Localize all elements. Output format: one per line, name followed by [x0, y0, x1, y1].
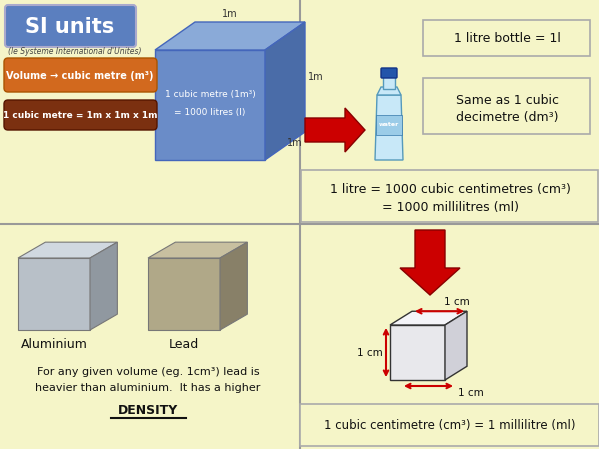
Polygon shape — [375, 95, 403, 160]
Polygon shape — [155, 50, 265, 160]
Polygon shape — [265, 22, 305, 160]
FancyBboxPatch shape — [300, 404, 599, 446]
Text: 1m: 1m — [308, 72, 323, 82]
Polygon shape — [148, 258, 220, 330]
Text: decimetre (dm³): decimetre (dm³) — [456, 111, 558, 124]
Polygon shape — [305, 108, 365, 152]
Text: SI units: SI units — [25, 17, 114, 37]
FancyBboxPatch shape — [301, 170, 598, 222]
FancyBboxPatch shape — [381, 68, 397, 78]
Text: = 1000 millilitres (ml): = 1000 millilitres (ml) — [382, 202, 519, 215]
Text: 1 cm: 1 cm — [443, 297, 469, 307]
Text: 1m: 1m — [287, 138, 302, 148]
Text: 1 litre = 1000 cubic centimetres (cm³): 1 litre = 1000 cubic centimetres (cm³) — [329, 184, 570, 197]
Polygon shape — [148, 242, 247, 258]
Text: 1m: 1m — [222, 9, 238, 19]
FancyBboxPatch shape — [376, 115, 402, 135]
Text: For any given volume (eg. 1cm³) lead is: For any given volume (eg. 1cm³) lead is — [37, 367, 259, 377]
FancyBboxPatch shape — [383, 75, 395, 89]
FancyBboxPatch shape — [4, 58, 157, 92]
Polygon shape — [377, 87, 401, 95]
Text: 1 cubic metre = 1m x 1m x 1m: 1 cubic metre = 1m x 1m x 1m — [3, 111, 158, 120]
Text: Same as 1 cubic: Same as 1 cubic — [455, 93, 558, 106]
Text: (le Systeme International d'Unites): (le Systeme International d'Unites) — [8, 48, 141, 57]
Text: Volume → cubic metre (m³): Volume → cubic metre (m³) — [6, 71, 154, 81]
Text: Lead: Lead — [169, 339, 199, 352]
Polygon shape — [220, 242, 247, 330]
Polygon shape — [90, 242, 117, 330]
Text: = 1000 litres (l): = 1000 litres (l) — [174, 109, 246, 118]
Text: DENSITY: DENSITY — [118, 404, 178, 417]
Text: water: water — [379, 123, 399, 128]
Polygon shape — [390, 311, 467, 325]
FancyBboxPatch shape — [423, 20, 590, 56]
Text: 1 cm: 1 cm — [458, 388, 484, 398]
Text: 1 cubic centimetre (cm³) = 1 millilitre (ml): 1 cubic centimetre (cm³) = 1 millilitre … — [324, 418, 576, 431]
FancyBboxPatch shape — [5, 5, 136, 47]
FancyBboxPatch shape — [4, 100, 157, 130]
Text: heavier than aluminium.  It has a higher: heavier than aluminium. It has a higher — [35, 383, 261, 393]
Text: 1 cm: 1 cm — [357, 348, 383, 358]
Text: 1 cubic metre (1m³): 1 cubic metre (1m³) — [165, 91, 255, 100]
Text: Aluminium: Aluminium — [20, 339, 87, 352]
Polygon shape — [18, 258, 90, 330]
Polygon shape — [390, 325, 445, 380]
Polygon shape — [155, 22, 305, 50]
Polygon shape — [400, 230, 460, 295]
Text: 1 litre bottle = 1l: 1 litre bottle = 1l — [453, 32, 561, 45]
Polygon shape — [18, 242, 117, 258]
FancyBboxPatch shape — [423, 78, 590, 134]
Polygon shape — [445, 311, 467, 380]
